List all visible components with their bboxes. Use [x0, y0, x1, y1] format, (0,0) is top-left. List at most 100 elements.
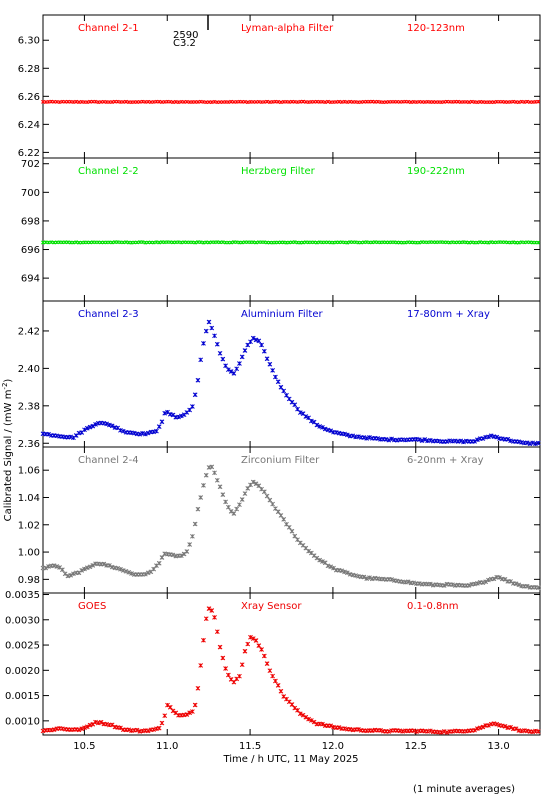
data-point	[261, 348, 267, 354]
data-point	[104, 721, 109, 727]
panel-1: 6.22 6.24 6.26 6.28 6.30 Channel 2-1 Lyman-alp…	[18, 14, 541, 159]
data-point	[303, 414, 309, 419]
y-tick-label: 0.0035	[5, 590, 40, 601]
y-tick-label: 0.0015	[5, 691, 40, 702]
data-point	[140, 240, 145, 245]
data-point	[356, 434, 361, 439]
data-point	[118, 566, 123, 572]
data-point	[84, 565, 90, 571]
panel-3: 2.36 2.38 2.40 2.42 Channel 2-3 Aluminium Fil…	[18, 300, 541, 450]
data-point	[361, 574, 367, 580]
data-point	[93, 422, 98, 427]
data-point	[259, 647, 264, 652]
data-point	[356, 726, 361, 732]
data-point	[87, 722, 93, 728]
data-point	[242, 348, 248, 353]
data-point	[145, 430, 151, 436]
data-point	[159, 720, 165, 726]
data-point	[90, 563, 96, 568]
data-point	[184, 549, 190, 554]
data-point	[281, 388, 287, 394]
panel-band-label: 6-20nm + Xray	[407, 455, 484, 466]
data-point	[320, 559, 325, 564]
data-point	[389, 577, 394, 582]
data-point	[228, 369, 234, 374]
data-point	[350, 433, 356, 439]
data-point	[535, 440, 541, 446]
data-point	[270, 501, 275, 507]
data-point	[131, 430, 137, 436]
data-point	[184, 712, 190, 717]
y-tick-label: 694	[21, 274, 40, 285]
data-point	[314, 555, 320, 561]
panel-band-label: 0.1-0.8nm	[407, 601, 459, 612]
data-point	[306, 716, 311, 722]
data-point	[43, 565, 49, 571]
data-point	[486, 723, 491, 728]
data-point	[328, 428, 334, 434]
x-tick-label: 12.5	[405, 741, 427, 752]
y-tick-label: 0.0025	[5, 641, 40, 652]
y-axis-title-main: Calibrated Signal / (mW m	[3, 390, 14, 522]
y-tick-label: 6.24	[18, 120, 40, 131]
series-points	[41, 240, 541, 245]
data-point	[242, 491, 248, 496]
data-point	[223, 363, 228, 369]
data-point	[411, 580, 417, 586]
data-point	[314, 422, 320, 428]
data-point	[190, 709, 195, 714]
data-point	[497, 575, 502, 580]
data-point	[245, 486, 251, 491]
data-point	[178, 413, 184, 419]
data-point	[472, 727, 477, 733]
data-point	[71, 571, 76, 577]
data-point	[253, 638, 259, 643]
data-point	[170, 552, 176, 558]
data-point	[120, 568, 126, 573]
data-point	[190, 404, 195, 409]
y-tick-label: 696	[21, 245, 40, 256]
data-point	[206, 319, 212, 325]
panel-frame	[42, 14, 541, 159]
y-axis-title-exponent: -2	[1, 383, 9, 390]
data-point	[278, 384, 284, 390]
data-point	[68, 572, 74, 578]
data-point	[475, 240, 480, 245]
data-point	[123, 568, 129, 574]
data-point	[54, 564, 60, 569]
data-point	[143, 571, 148, 577]
data-point	[411, 728, 417, 734]
data-point	[220, 655, 226, 661]
data-point	[217, 644, 223, 650]
data-point	[466, 583, 472, 588]
data-point	[51, 563, 57, 568]
data-point	[530, 729, 536, 735]
data-point	[209, 464, 215, 470]
data-point	[289, 528, 295, 534]
data-point	[245, 641, 251, 647]
data-point	[281, 517, 287, 522]
data-point	[278, 688, 284, 694]
data-point	[237, 502, 242, 508]
data-point	[250, 479, 256, 485]
x-axis-title: Time / h UTC, 11 May 2025	[222, 754, 358, 765]
data-point	[192, 521, 198, 527]
data-point	[427, 728, 433, 734]
data-point	[317, 557, 323, 563]
y-tick-label: 1.04	[18, 493, 40, 504]
data-point	[156, 424, 162, 430]
data-point	[82, 566, 87, 572]
data-point	[226, 367, 231, 373]
data-point	[292, 402, 298, 408]
data-point	[270, 673, 275, 679]
data-point	[93, 719, 98, 725]
data-point	[488, 433, 494, 439]
data-point	[261, 489, 267, 495]
data-point	[339, 568, 345, 574]
data-point	[364, 576, 370, 581]
data-point	[320, 721, 325, 727]
data-point	[203, 616, 209, 622]
averaging-note: (1 minute averages)	[413, 784, 515, 795]
data-point	[242, 648, 248, 654]
data-point	[256, 643, 262, 648]
